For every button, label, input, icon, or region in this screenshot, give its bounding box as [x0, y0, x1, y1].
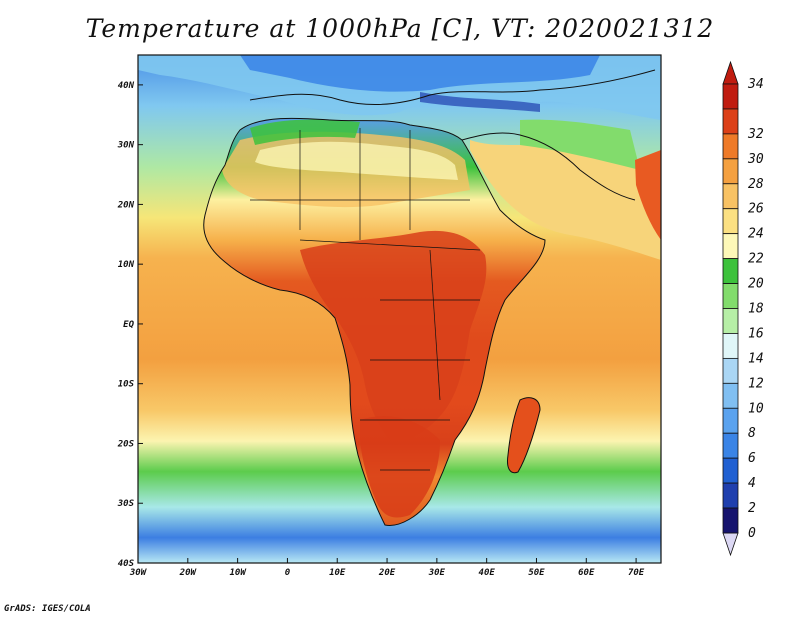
africa-coastline — [203, 117, 546, 526]
arabia-warm-region — [470, 140, 661, 260]
colorbar-swatch — [722, 183, 739, 210]
lon-tick-label: 10W — [229, 568, 247, 578]
lat-tick-label: 10N — [118, 260, 135, 270]
longitude-axis: 30W 20W 10W 0 10E 20E 30E 40E 50E 60E 70E — [129, 558, 645, 578]
north-africa-coast-mild — [250, 119, 360, 145]
colorbar-swatch — [722, 133, 739, 160]
middle-east-mild-region — [520, 119, 640, 170]
colorbar-swatch — [722, 283, 739, 309]
lon-tick-label: 20W — [179, 568, 198, 578]
mediterranean-cold-strip — [420, 92, 540, 112]
colorbar-label: 2 — [748, 501, 756, 516]
colorbar-label: 28 — [748, 177, 764, 192]
map-field — [138, 55, 661, 563]
lat-tick-label: 40S — [118, 559, 135, 569]
lon-tick-label: 10E — [329, 568, 346, 578]
colorbar-label: 24 — [748, 227, 764, 242]
europe-coastline — [249, 69, 656, 106]
colorbar-swatch — [722, 258, 739, 284]
colorbar-label: 6 — [748, 451, 756, 466]
lat-tick-label: 10S — [118, 380, 135, 390]
colorbar-over-triangle — [722, 60, 739, 85]
colorbar-label: 14 — [748, 351, 764, 366]
latitude-axis: 40N 30N 20N 10N EQ 10S 20S 30S 40S — [117, 81, 143, 569]
colorbar-under-triangle — [722, 532, 739, 557]
colorbar-label: 26 — [748, 202, 764, 217]
lat-tick-label: 30S — [117, 499, 135, 509]
credit-text: GrADS: IGES/COLA — [4, 604, 91, 614]
lon-tick-label: 50E — [528, 568, 545, 578]
lon-tick-label: 0 — [285, 568, 291, 578]
europe-cold-region — [240, 55, 600, 92]
colorbar-swatch — [722, 382, 739, 409]
colorbar-swatch — [722, 457, 739, 484]
country-borders — [250, 128, 481, 471]
map-frame — [137, 54, 662, 564]
arabia-coastline — [461, 132, 636, 201]
colorbar-swatch — [722, 208, 739, 235]
colorbar-label: 20 — [748, 277, 764, 292]
colorbar-label: 12 — [748, 376, 764, 391]
lat-tick-label: EQ — [123, 320, 134, 330]
lat-tick-label: 40N — [118, 81, 135, 91]
colorbar-swatch — [722, 407, 739, 434]
colorbar-label: 16 — [748, 326, 764, 341]
colorbar-label: 34 — [747, 77, 764, 92]
colorbar-label: 8 — [748, 426, 756, 441]
colorbar-label: 0 — [748, 526, 756, 541]
lon-tick-label: 20E — [378, 568, 396, 578]
colorbar-swatch — [722, 83, 739, 110]
colorbar-swatch — [722, 108, 739, 135]
india-hot-region — [635, 150, 661, 240]
map-title: Temperature at 1000hPa [C], VT: 20200213… — [85, 14, 715, 43]
colorbar-swatch — [722, 233, 739, 260]
southern-africa-hot-region — [360, 416, 440, 518]
colorbar-label: 30 — [747, 152, 764, 167]
colorbar-label: 10 — [748, 401, 764, 416]
colorbar-swatch — [722, 432, 739, 459]
lat-tick-label: 20S — [117, 439, 135, 449]
madagascar-coastline — [507, 397, 541, 474]
lon-tick-label: 40E — [479, 568, 496, 578]
lat-tick-label: 30N — [117, 141, 135, 151]
colorbar-swatch — [722, 507, 739, 534]
colorbar-label: 18 — [748, 302, 764, 317]
lon-tick-label: 30E — [428, 568, 446, 578]
lon-tick-label: 70E — [628, 568, 645, 578]
lon-tick-label: 60E — [578, 568, 595, 578]
colorbar-swatch — [722, 158, 739, 185]
lat-tick-label: 20N — [117, 200, 135, 210]
colorbar-swatch — [722, 357, 739, 384]
north-sahara-mild — [255, 141, 458, 180]
madagascar-region — [507, 397, 540, 473]
colorbar-swatch — [722, 308, 739, 334]
lon-tick-label: 30W — [129, 568, 148, 578]
colorbar-label: 32 — [747, 127, 764, 142]
colorbar-label: 4 — [748, 476, 756, 491]
colorbar-swatch — [722, 482, 739, 509]
colorbar-swatch — [722, 333, 739, 359]
colorbar-label: 22 — [748, 252, 764, 267]
